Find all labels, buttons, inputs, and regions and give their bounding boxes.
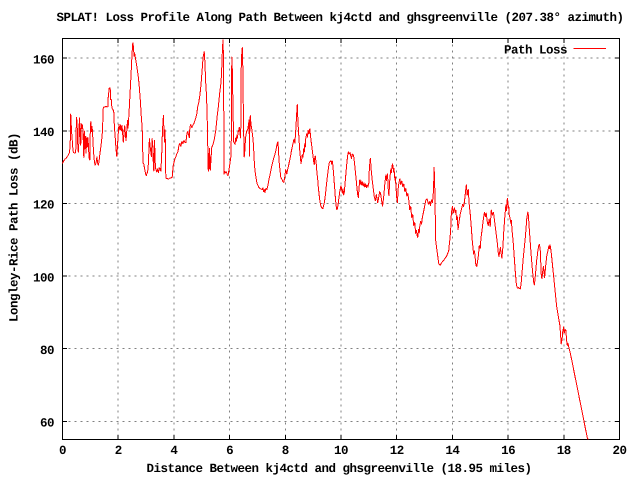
svg-text:2: 2 (115, 444, 122, 458)
svg-text:100: 100 (33, 271, 54, 285)
svg-text:16: 16 (501, 444, 515, 458)
svg-text:SPLAT! Loss Profile Along Path: SPLAT! Loss Profile Along Path Between k… (56, 11, 623, 25)
svg-text:120: 120 (33, 199, 54, 213)
svg-text:Distance Between kj4ctd and gh: Distance Between kj4ctd and ghsgreenvill… (146, 462, 531, 476)
svg-text:8: 8 (282, 444, 289, 458)
svg-text:6: 6 (226, 444, 233, 458)
svg-text:60: 60 (40, 417, 54, 431)
svg-text:18: 18 (557, 444, 571, 458)
svg-text:14: 14 (445, 444, 460, 458)
svg-text:80: 80 (40, 344, 54, 358)
svg-text:Path Loss: Path Loss (504, 44, 567, 58)
svg-text:4: 4 (170, 444, 178, 458)
svg-text:160: 160 (33, 53, 54, 67)
svg-text:20: 20 (612, 444, 626, 458)
svg-text:12: 12 (390, 444, 404, 458)
svg-text:0: 0 (59, 444, 66, 458)
svg-text:140: 140 (33, 126, 54, 140)
svg-text:Longley-Rice Path Loss (dB): Longley-Rice Path Loss (dB) (7, 133, 21, 322)
svg-text:10: 10 (334, 444, 348, 458)
